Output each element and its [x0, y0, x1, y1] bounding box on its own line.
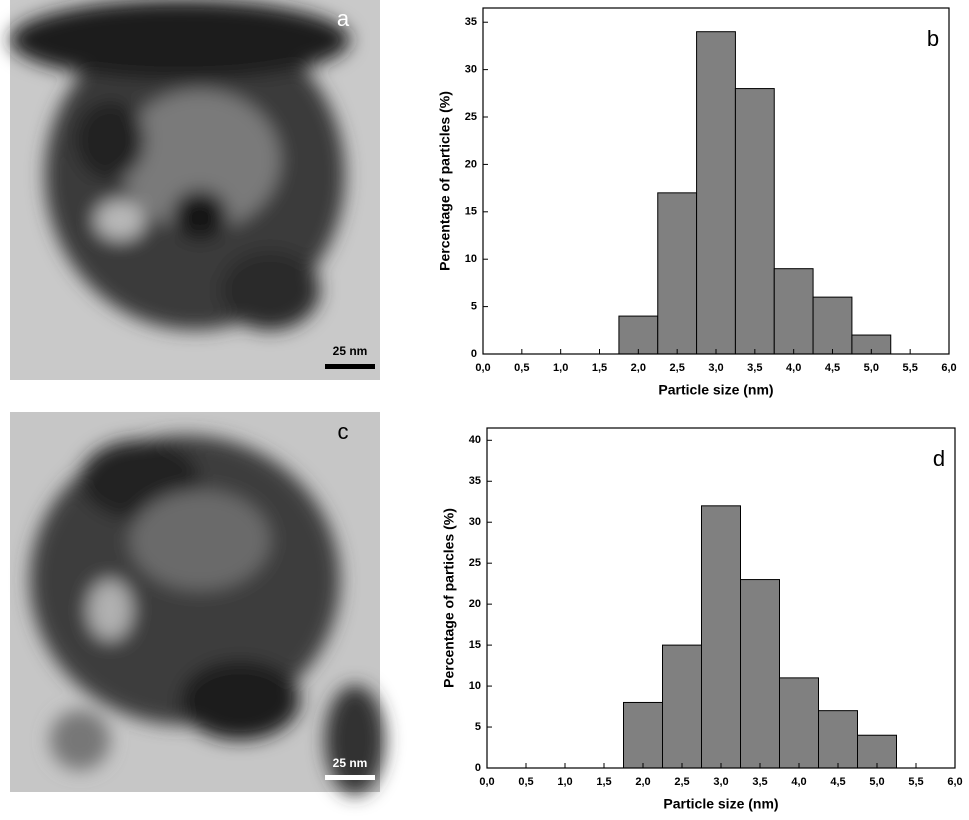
x-tick-label: 5,0 — [864, 362, 879, 374]
bar — [701, 505, 741, 769]
y-tick-label: 30 — [465, 64, 477, 76]
bar — [734, 88, 775, 355]
y-axis-label: Percentage of particles (%) — [441, 508, 457, 688]
x-tick-label: 4,5 — [825, 362, 840, 374]
panel-label: c — [338, 419, 349, 444]
x-tick-label: 1,0 — [553, 362, 568, 374]
x-tick-label: 6,0 — [947, 776, 962, 788]
x-tick-label: 3,0 — [713, 776, 728, 788]
x-tick-label: 2,5 — [670, 362, 685, 374]
bar — [857, 734, 897, 769]
x-tick-label: 0,0 — [479, 776, 494, 788]
panel-label: d — [933, 446, 945, 471]
y-tick-label: 10 — [469, 680, 481, 692]
x-tick-label: 6,0 — [941, 362, 956, 374]
scale-bar-label: 25 nm — [333, 344, 368, 358]
y-tick-label: 15 — [465, 206, 477, 218]
y-axis-label: Percentage of particles (%) — [437, 91, 453, 271]
y-tick-label: 20 — [469, 598, 481, 610]
x-tick-label: 4,5 — [830, 776, 845, 788]
y-tick-label: 20 — [465, 158, 477, 170]
x-axis-label: Particle size (nm) — [663, 796, 778, 812]
x-tick-label: 3,5 — [752, 776, 767, 788]
y-tick-label: 40 — [469, 434, 481, 446]
bar — [618, 315, 659, 355]
bar — [662, 644, 702, 769]
bar — [818, 710, 858, 769]
x-tick-label: 4,0 — [786, 362, 801, 374]
x-tick-label: 4,0 — [791, 776, 806, 788]
scale-bar-label: 25 nm — [333, 756, 368, 770]
y-tick-label: 30 — [469, 516, 481, 528]
y-tick-label: 35 — [469, 475, 481, 487]
x-tick-label: 1,5 — [592, 362, 607, 374]
x-tick-label: 2,0 — [631, 362, 646, 374]
tem-image-a: a 25 nm — [10, 0, 380, 380]
bar — [812, 296, 853, 355]
panel-label: b — [927, 26, 939, 51]
y-tick-label: 15 — [469, 639, 481, 651]
y-tick-label: 5 — [471, 301, 477, 313]
x-tick-label: 0,5 — [518, 776, 533, 788]
y-tick-label: 0 — [475, 762, 481, 774]
x-tick-label: 2,5 — [674, 776, 689, 788]
y-tick-label: 25 — [465, 111, 477, 123]
x-tick-label: 5,5 — [908, 776, 923, 788]
y-tick-label: 35 — [465, 16, 477, 28]
x-tick-label: 5,5 — [903, 362, 918, 374]
bar — [740, 579, 780, 769]
x-tick-label: 3,0 — [708, 362, 723, 374]
x-axis-label: Particle size (nm) — [658, 382, 773, 398]
bar — [623, 701, 663, 769]
x-tick-label: 1,5 — [596, 776, 611, 788]
x-tick-label: 2,0 — [635, 776, 650, 788]
y-tick-label: 10 — [465, 253, 477, 265]
bar — [773, 268, 814, 355]
y-tick-label: 0 — [471, 348, 477, 360]
x-tick-label: 0,0 — [475, 362, 490, 374]
x-tick-label: 3,5 — [747, 362, 762, 374]
y-tick-label: 25 — [469, 557, 481, 569]
panel-label: a — [337, 6, 350, 31]
tem-image-c: c 25 nm — [10, 412, 385, 795]
x-tick-label: 5,0 — [869, 776, 884, 788]
bar — [779, 677, 819, 769]
x-tick-label: 0,5 — [514, 362, 529, 374]
bar — [657, 192, 698, 355]
bar — [696, 31, 736, 355]
x-tick-label: 1,0 — [557, 776, 572, 788]
y-tick-label: 5 — [475, 721, 481, 733]
